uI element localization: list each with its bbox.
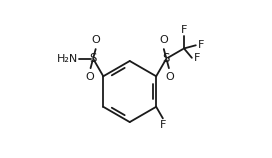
Text: O: O bbox=[92, 35, 101, 45]
Text: O: O bbox=[86, 72, 94, 82]
Text: F: F bbox=[194, 53, 200, 63]
Text: F: F bbox=[160, 120, 166, 130]
Text: S: S bbox=[163, 52, 170, 65]
Text: O: O bbox=[159, 35, 168, 45]
Text: H₂N: H₂N bbox=[57, 54, 78, 64]
Text: F: F bbox=[198, 40, 204, 50]
Text: S: S bbox=[89, 52, 97, 65]
Text: O: O bbox=[165, 72, 174, 82]
Text: F: F bbox=[181, 24, 187, 34]
